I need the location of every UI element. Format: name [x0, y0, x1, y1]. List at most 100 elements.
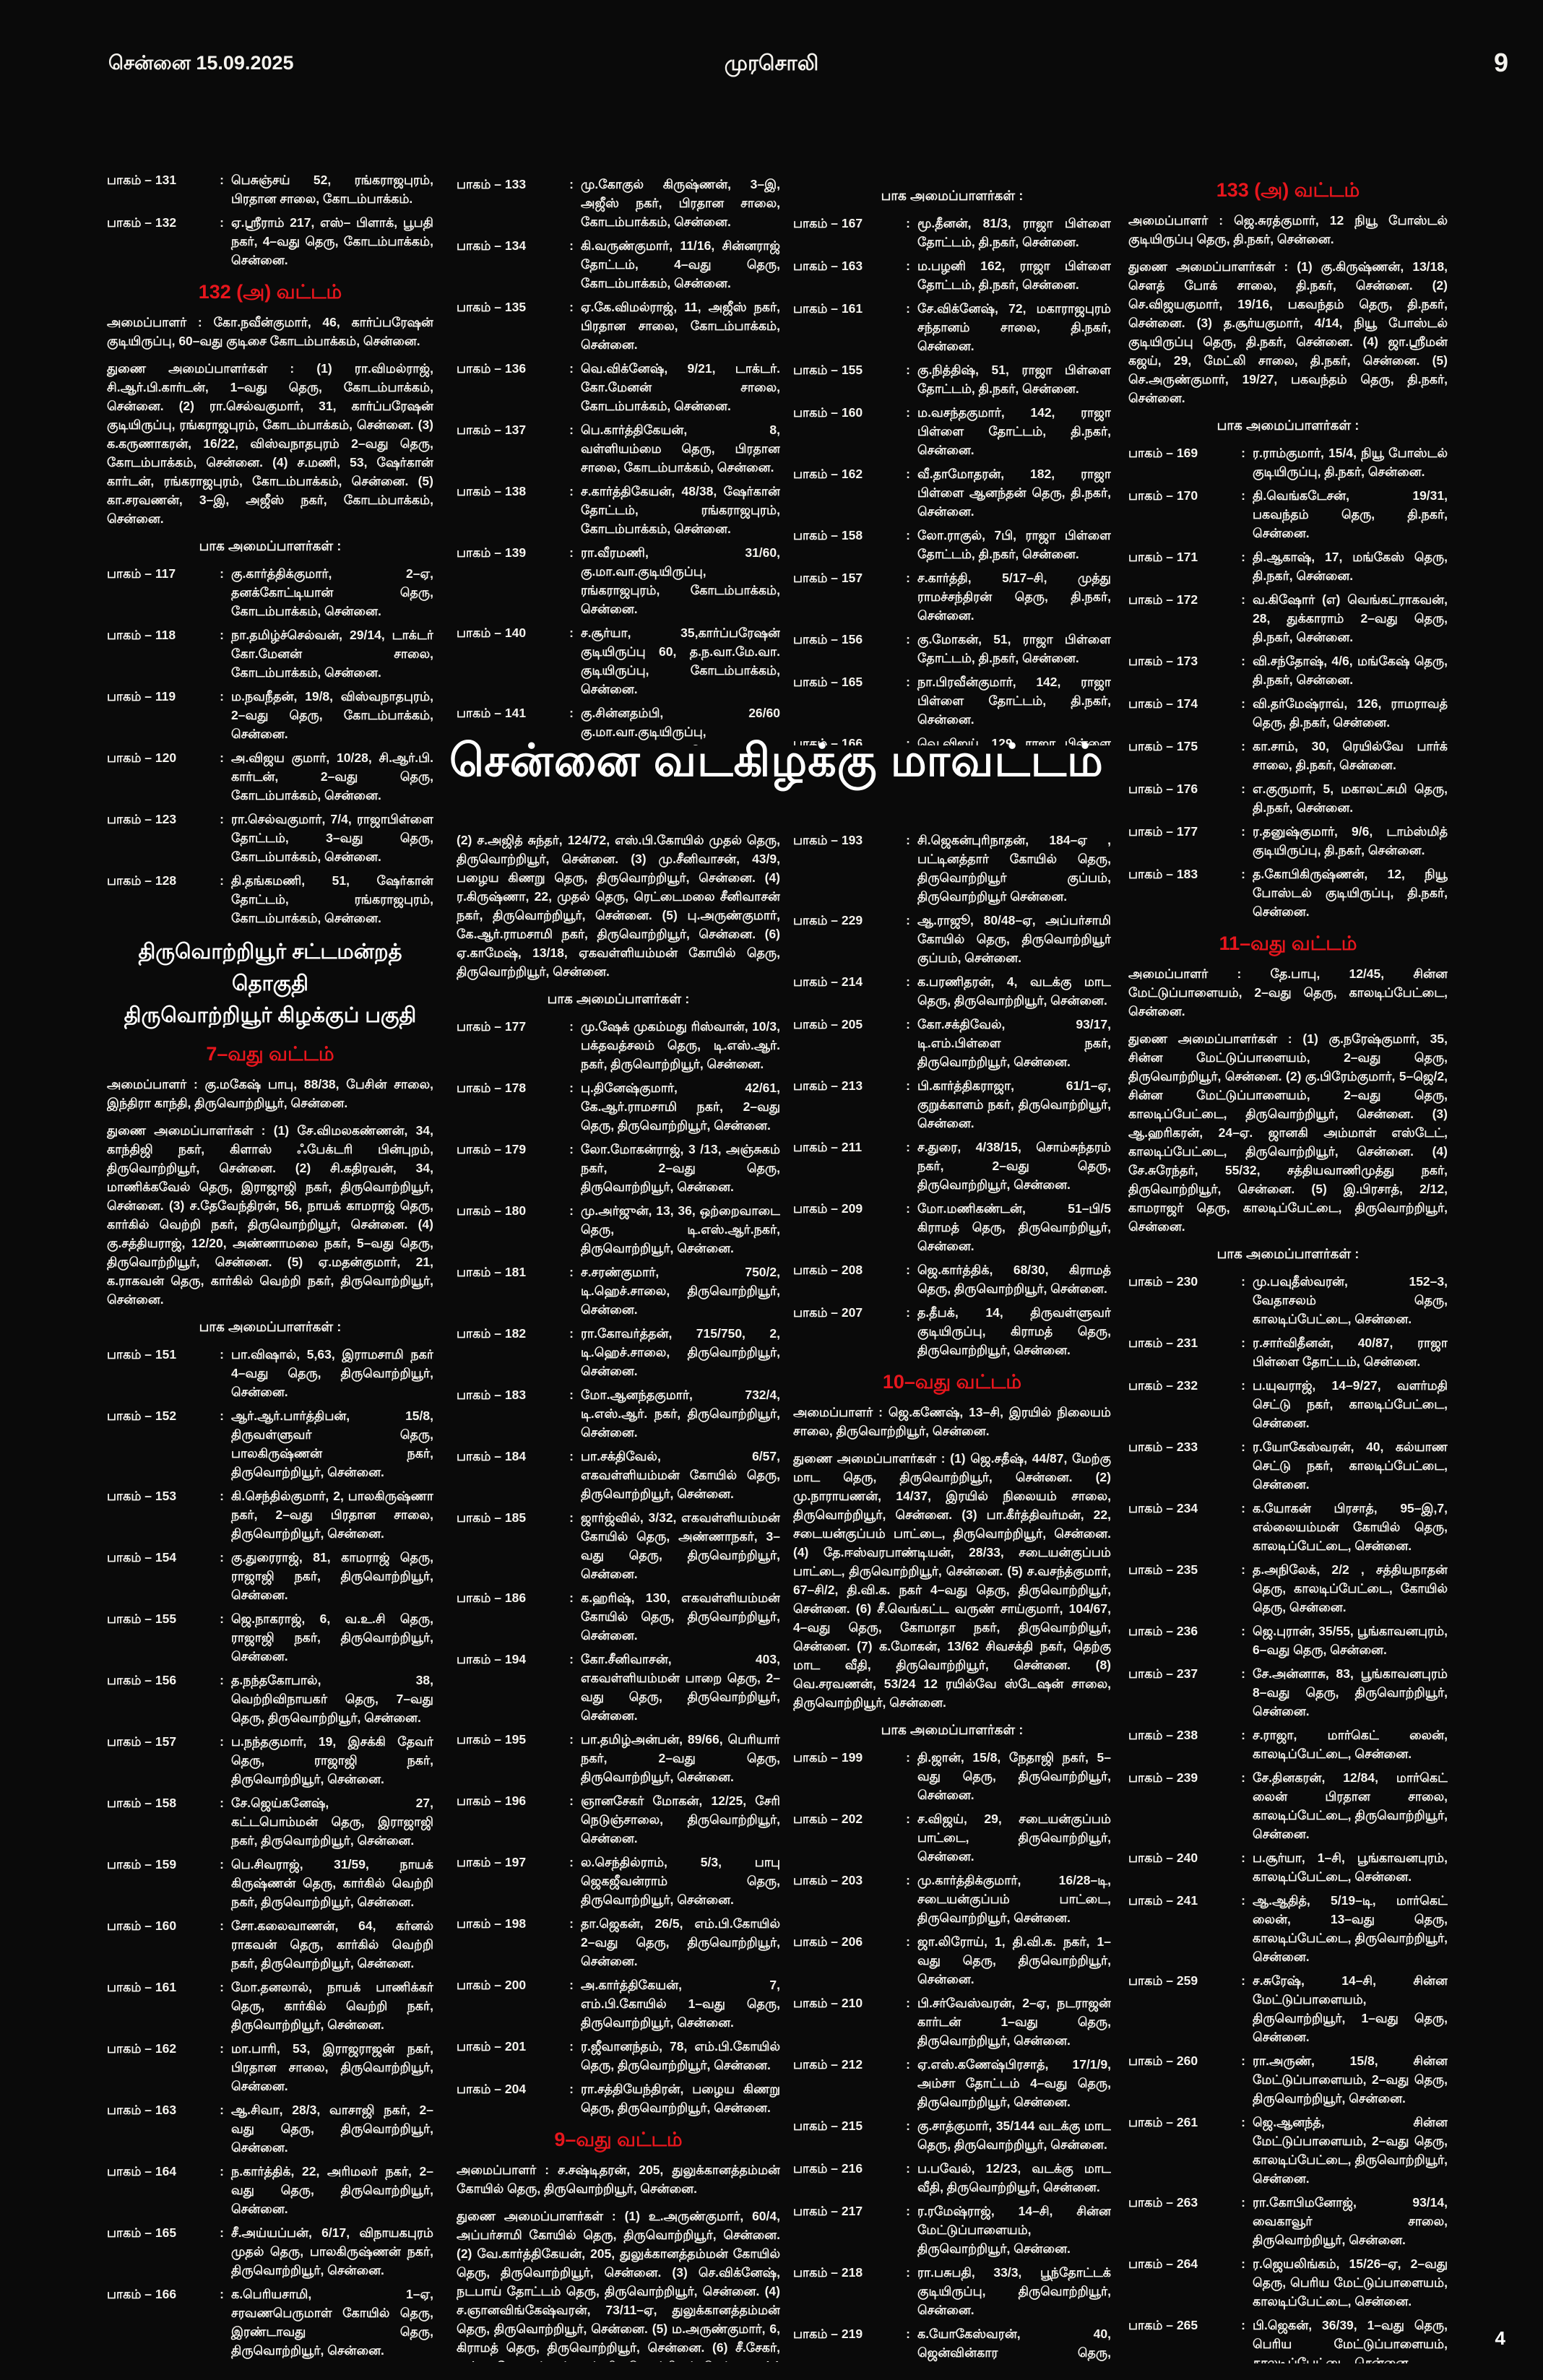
part-number-label: பாகம் – 131 — [107, 173, 177, 187]
colon-separator: : — [220, 1550, 224, 1565]
part-entry: பாகம் – 229: ஆ.ராஜூ, 80/48–ஏ, அப்பர்சாமி … — [793, 911, 1111, 967]
colon-separator: : — [1241, 1893, 1245, 1908]
part-number-label: பாகம் – 136 — [457, 361, 527, 376]
colon-separator: : — [906, 467, 910, 481]
part-entry: பாகம் – 263: ரா.கோபிமனோஜ், 93/14, வைகாவூர… — [1128, 2193, 1448, 2249]
part-number-label: பாகம் – 197 — [457, 1855, 527, 1869]
constituency-heading: திருவொற்றியூர் சட்டமன்றத் தொகுதி — [138, 940, 402, 995]
colon-separator: : — [569, 361, 574, 376]
part-entry: பாகம் – 167: மூ.தீனன், 81/3, ராஜா பிள்ளை … — [793, 214, 1111, 251]
part-organizer-address: ல.செந்தில்ராம், 5/3, பாபு ஜெகஜீவன்ராம் த… — [581, 1855, 780, 1907]
part-number-label: பாகம் – 161 — [107, 1980, 177, 1994]
page-header: சென்னை 15.09.2025 முரசொலி 9 — [0, 48, 1543, 85]
part-number-label: பாகம் – 231 — [1128, 1336, 1198, 1350]
organizer-paragraph: துணை அமைப்பாளர்கள் : (1) சே.விமலகண்ணன், … — [107, 1123, 433, 1307]
part-number-label: பாகம் – 206 — [793, 1934, 863, 1949]
colon-separator: : — [906, 363, 910, 377]
colon-separator: : — [1241, 867, 1245, 881]
part-organizer-address: பி.ஜெகன், 36/39, 1–வது தெரு, பெரிய மேட்ட… — [1253, 2318, 1448, 2363]
part-entry: பாகம் – 158: லோ.ராகுல், 7பி, ராஜா பிள்ளை … — [793, 526, 1111, 563]
colon-separator: : — [569, 2082, 574, 2096]
part-entry: பாகம் – 209: மோ.மணிகண்டன், 51–பி/5 கிராமத… — [793, 1199, 1111, 1255]
footer-page-number: 4 — [1495, 2327, 1505, 2349]
part-number-label: பாகம் – 175 — [1128, 739, 1198, 753]
part-entry: பாகம் – 201: ர.ஜீவானந்தம், 78, எம்.பி.கோய… — [457, 2037, 780, 2074]
part-organizer-address: ர.ஜீவானந்தம், 78, எம்.பி.கோயில் தெரு, தி… — [581, 2039, 780, 2072]
part-number-label: பாகம் – 183 — [457, 1388, 527, 1402]
part-entry: பாகம் – 218: ரா.பசுபதி, 33/3, பூந்தோட்டக்… — [793, 2263, 1111, 2319]
part-organizer-address: சே.அன்னாசு, 83, பூங்காவனபுரம் 8–வது தெரு… — [1253, 1666, 1448, 1718]
colon-separator: : — [569, 238, 574, 253]
part-entry: பாகம் – 239: சே.தினகரன், 12/84, மார்கெட் … — [1128, 1768, 1448, 1843]
colon-separator: : — [569, 626, 574, 640]
part-number-label: பாகம் – 184 — [457, 1449, 527, 1463]
part-organizer-address: ப.சூர்யா, 1–சி, பூங்காவனபுரம், காலடிப்பே… — [1253, 1851, 1448, 1884]
colon-separator: : — [220, 873, 224, 888]
colon-separator: : — [906, 2161, 910, 2176]
part-entry: பாகம் – 176: எ.குருமார், 5, மகாலட்சுமி தெ… — [1128, 779, 1448, 817]
part-organizer-address: ப.பவேல், 12/23, வடக்கு மாட வீதி, திருவொற… — [917, 2161, 1111, 2194]
part-organizer-address: பெ.சிவராஜ், 31/59, நாயக் கிருஷ்ணன் தெரு,… — [231, 1857, 433, 1909]
part-number-label: பாகம் – 217 — [793, 2204, 863, 2218]
organizer-paragraph: அமைப்பாளர் : ச.சஷ்டிதரன், 205, துலுக்கான… — [457, 2163, 780, 2196]
part-organizer-address: பெ.கார்த்திகேயன், 8, வள்ளியம்மை தெரு, பி… — [581, 423, 780, 475]
part-entry: பாகம் – 141: கு.சின்னதம்பி, 26/60 கு.மா.வ… — [457, 704, 780, 745]
part-entry: பாகம் – 212: ஏ.எஸ்.கணேஷ்பிரசாத், 17/1/9, … — [793, 2055, 1111, 2111]
part-number-label: பாகம் – 133 — [457, 177, 527, 191]
part-number-label: பாகம் – 123 — [107, 812, 177, 826]
part-number-label: பாகம் – 166 — [793, 736, 863, 745]
part-organizer-address: பா.தமிழ்அன்பன், 89/66, பெரியார் நகர், 2–… — [581, 1732, 780, 1784]
part-organizers-label: பாக அமைப்பாளர்கள் : — [199, 538, 342, 553]
part-entry: பாகம் – 139: ரா.வீரமணி, 31/60, கு.மா.வா.க… — [457, 543, 780, 618]
part-organizer-address: ச.கார்த்தி, 5/17–சி, முத்து ராமச்சந்திரன… — [917, 571, 1111, 623]
part-number-label: பாகம் – 265 — [1128, 2318, 1198, 2332]
colon-separator: : — [906, 259, 910, 273]
constituency-heading: திருவொற்றியூர் கிழக்குப் பகுதி — [124, 1004, 417, 1027]
part-number-label: பாகம் – 156 — [107, 1673, 177, 1687]
part-organizer-address: ஆ.ஆதித், 5/19–டி, மார்கெட் லைன், 13–வது … — [1253, 1893, 1448, 1964]
part-number-label: பாகம் – 155 — [793, 363, 863, 377]
colon-separator: : — [1241, 782, 1245, 796]
part-organizer-address: மு.பவுதீஸ்வரன், 152–3, வேதாசலம் தெரு, கா… — [1253, 1274, 1448, 1326]
colon-separator: : — [906, 301, 910, 316]
colon-separator: : — [906, 1750, 910, 1765]
colon-separator: : — [906, 632, 910, 646]
part-organizers-label: பாக அமைப்பாளர்கள் : — [199, 1319, 342, 1334]
part-organizers-label: பாக அமைப்பாளர்கள் : — [547, 991, 690, 1006]
ward-heading: 132 (அ) வட்டம் — [198, 281, 342, 303]
colon-separator: : — [220, 1980, 224, 1994]
part-entry: பாகம் – 131: பெசுஞ்சய் 52, ரங்கராஜபுரம், … — [107, 170, 433, 208]
part-organizer-address: க.யோகேஸ்வரன், 40, ஜென்வின்கார தெரு, திரு… — [917, 2327, 1111, 2360]
part-organizer-address: த.நந்தகோபால், 38, வெற்றிவிநாயகர் தெரு, 7… — [231, 1673, 433, 1725]
part-number-label: பாகம் – 163 — [793, 259, 863, 273]
colon-separator: : — [220, 1408, 224, 1423]
part-entry: பாகம் – 259: ச.சுரேஷ், 14–சி, சின்ன மேட்ட… — [1128, 1971, 1448, 2046]
part-entry: பாகம் – 117: கு.கார்த்திக்குமார், 2–ஏ, தன… — [107, 564, 433, 620]
part-entry: பாகம் – 172: வ.கிஷோர் (எ) வெங்கட்ராகவன், … — [1128, 590, 1448, 646]
colon-separator: : — [906, 2327, 910, 2341]
part-entry: பாகம் – 157: ச.கார்த்தி, 5/17–சி, முத்து … — [793, 568, 1111, 625]
part-organizer-address: ம.பழனி 162, ராஜா பிள்ளை தோட்டம், தி.நகர்… — [917, 259, 1111, 292]
part-number-label: பாகம் – 155 — [107, 1611, 177, 1626]
part-number-label: பாகம் – 236 — [1128, 1624, 1198, 1638]
colon-separator: : — [569, 1449, 574, 1463]
colon-separator: : — [906, 1201, 910, 1216]
colon-separator: : — [220, 812, 224, 826]
part-entry: பாகம் – 153: கி.செந்தில்குமார், 2, பாலகிர… — [107, 1487, 433, 1543]
part-number-label: பாகம் – 177 — [1128, 824, 1198, 839]
colon-separator: : — [220, 566, 224, 581]
part-number-label: பாகம் – 264 — [1128, 2256, 1198, 2271]
part-organizer-address: தா.ஜெகன், 26/5, எம்.பி.கோயில் 2–வது தெரு… — [581, 1916, 780, 1968]
part-entry: பாகம் – 213: பி.கார்த்திகராஜா, 61/1–ஏ, கு… — [793, 1076, 1111, 1133]
colon-separator: : — [1241, 1378, 1245, 1393]
part-entry: பாகம் – 236: ஜெ.புரான், 35/55, பூங்காவனபு… — [1128, 1622, 1448, 1659]
part-organizer-address: கு.கார்த்திக்குமார், 2–ஏ, தனக்கோட்டியான்… — [231, 566, 433, 618]
part-organizer-address: ர.தனுஷ்குமார், 9/6, டாம்ஸ்மித் குடியிருப… — [1253, 824, 1448, 857]
part-number-label: பாகம் – 204 — [457, 2082, 527, 2096]
colon-separator: : — [906, 1078, 910, 1093]
part-entry: பாகம் – 182: ரா.கோவர்த்தன், 715/750, 2, ட… — [457, 1324, 780, 1380]
colon-separator: : — [906, 1305, 910, 1320]
part-entry: பாகம் – 185: ஜார்ஜ்வில், 3/32, எகவள்ளியம்… — [457, 1508, 780, 1583]
colon-separator: : — [220, 628, 224, 642]
part-number-label: பாகம் – 198 — [457, 1916, 527, 1931]
